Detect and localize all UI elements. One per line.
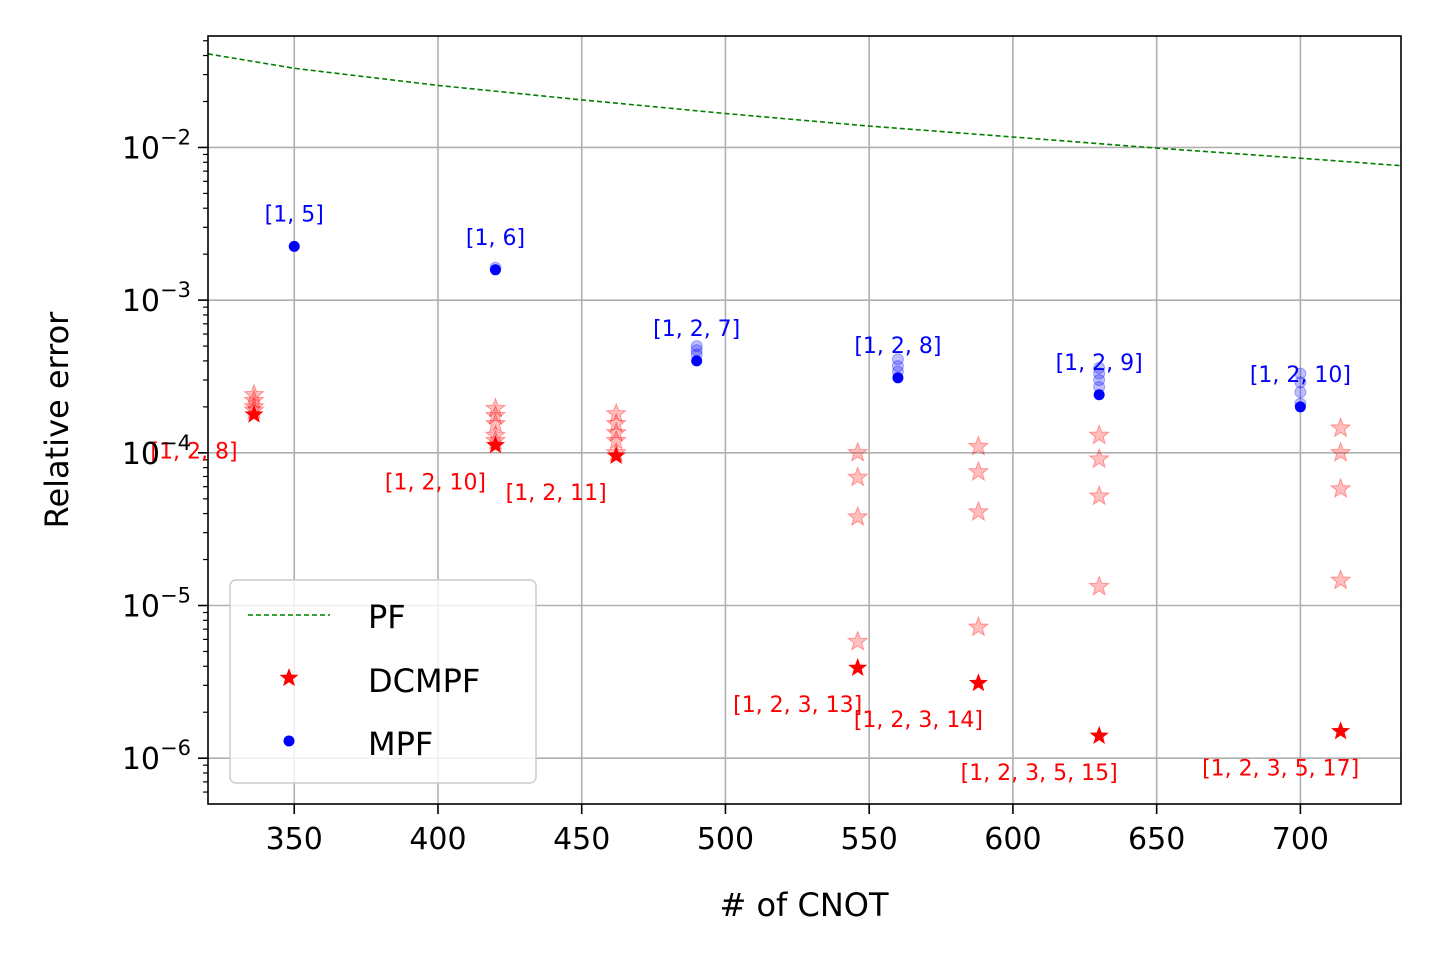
y-axis: 10−6 10−5 10−4 10−3 10−2 [122,125,208,777]
legend-dcmpf-swatch [279,668,299,687]
dcmpf-point [848,657,868,676]
x-tick-label: 350 [266,822,323,857]
dcmpf-faded-point [1088,423,1111,445]
x-tick-label: 400 [409,822,466,857]
dcmpf-faded-point [846,441,869,463]
mpf-label: [1, 6] [466,226,525,251]
plot-frame [207,35,1402,805]
dcmpf-label: [1, 2, 10] [385,470,486,495]
mpf-faded-point [690,340,703,353]
dcmpf-label: [1, 2, 3, 5, 15] [961,761,1118,786]
annotations: [1, 5] [1, 6] [1, 2, 7] [1, 2, 8] [1, 2, 9] [… [150,202,1359,786]
dcmpf-faded-point [484,404,507,425]
dcmpf-faded-point [1088,575,1111,596]
legend-box [229,579,537,784]
dcmpf-faded-point [846,465,869,487]
dcmpf-point [486,435,505,454]
x-axis: 350 400 450 500 550 600 650 700 [266,804,1329,857]
dcmpf-point [244,404,264,423]
mpf-label: [1, 2, 7] [653,317,740,342]
dcmpf-faded-point [967,460,990,482]
dcmpf-faded-point [605,429,628,450]
dcmpf-label: [1, 2, 3, 5, 17] [1202,756,1359,781]
x-tick-label: 450 [553,822,610,857]
mpf-point [892,372,904,384]
mpf-label: [1, 5] [265,202,324,227]
x-tick-label: 500 [697,822,754,857]
dcmpf-faded-point [1329,416,1352,438]
dcmpf-faded-point [605,421,628,443]
dcmpf-faded-point [1329,441,1352,463]
mpf-faded-point [1294,367,1307,380]
dcmpf-point [606,445,626,464]
mpf-label: [1, 2, 9] [1056,351,1143,376]
x-tick-label: 550 [841,822,898,857]
legend-pf-label: PF [368,598,406,636]
dcmpf-faded-point [967,500,990,522]
dcmpf-faded-point [243,383,265,405]
mpf-faded-point [891,360,904,373]
x-tick-label: 700 [1272,822,1329,857]
mpf-faded-point [891,353,904,366]
mpf-faded-point [1093,361,1106,374]
y-tick-label: 10−5 [122,584,191,625]
y-tick-label: 10−4 [122,431,191,472]
dcmpf-faded-point [1088,447,1111,469]
pf-line [207,53,1402,167]
mpf-faded-point [1294,376,1307,389]
dcmpf-series [243,383,1352,744]
legend-mpf-label: MPF [368,725,433,763]
legend-dcmpf-label: DCMPF [368,662,480,700]
dcmpf-faded-point [1088,484,1111,506]
mpf-point [691,355,703,367]
mpf-point [288,240,300,252]
mpf-faded-point [1093,367,1106,380]
dcmpf-faded-point [484,412,507,434]
dcmpf-label: [1, 2, 8] [150,440,237,465]
mpf-point [1294,401,1306,413]
mpf-label: [1, 2, 8] [854,334,941,359]
dcmpf-label: [1, 2, 3, 13] [733,693,862,718]
dcmpf-faded-point [967,435,990,456]
dcmpf-faded-point [1329,477,1352,499]
y-axis-label: Relative error [38,311,76,529]
dcmpf-faded-point [846,505,869,527]
dcmpf-point [1331,721,1351,740]
x-axis-label: # of CNOT [719,886,888,924]
dcmpf-faded-point [1329,568,1352,590]
pf-series [207,53,1402,167]
mpf-point [1093,389,1105,401]
dcmpf-point [1089,725,1109,744]
minor-ticks [203,40,208,793]
legend-mpf-swatch [283,735,295,747]
legend: PF DCMPF MPF [229,579,537,784]
mpf-faded-point [1294,386,1307,399]
dcmpf-faded-point [484,397,507,418]
x-tick-label: 650 [1128,822,1185,857]
mpf-label: [1, 2, 10] [1250,363,1351,388]
dcmpf-label: [1, 2, 3, 14] [854,708,983,733]
mpf-series [288,240,1307,413]
y-tick-label: 10−3 [122,278,191,319]
mpf-point [489,264,501,276]
dcmpf-faded-point [967,615,990,637]
grid [208,36,1401,804]
mpf-faded-point [1093,373,1106,386]
y-tick-label: 10−2 [122,125,191,166]
dcmpf-faded-point [605,412,628,434]
x-tick-label: 600 [984,822,1041,857]
dcmpf-point [968,673,988,692]
y-tick-label: 10−6 [122,736,191,777]
dcmpf-faded-point [605,402,628,424]
dcmpf-faded-point [846,630,869,651]
dcmpf-label: [1, 2, 11] [506,481,607,506]
